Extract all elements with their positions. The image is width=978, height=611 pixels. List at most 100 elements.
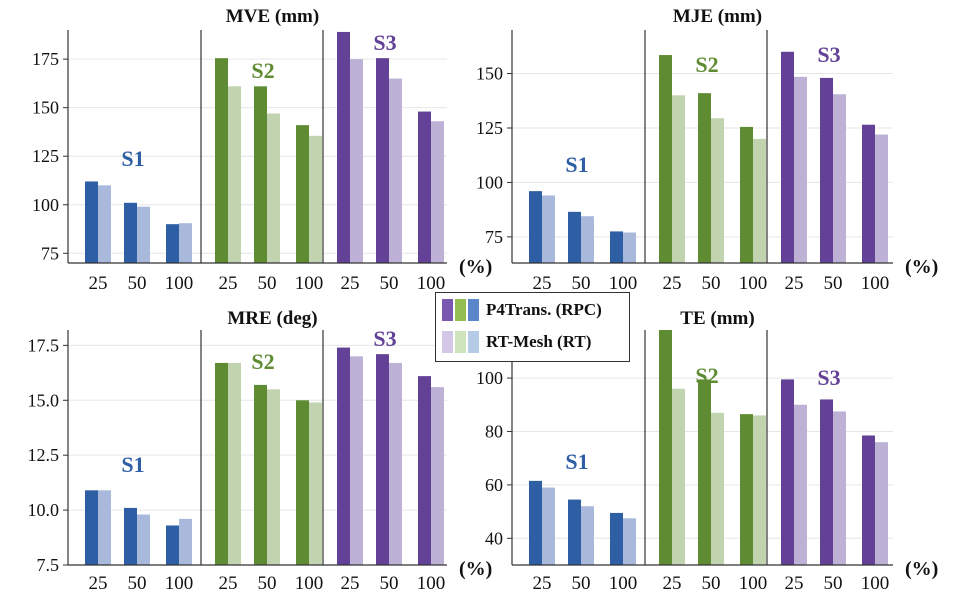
- legend-swatch-rpc-s2: [455, 299, 466, 321]
- bar-s3-25-rpc: [781, 51, 794, 264]
- x-tick-label: 25: [533, 273, 552, 294]
- group-label-s1: S1: [565, 449, 588, 474]
- x-tick-label: 50: [824, 573, 843, 594]
- bar-s3-100-rpc: [418, 111, 431, 263]
- x-tick-label: 25: [219, 273, 238, 294]
- bar-s3-50-rpc: [820, 77, 833, 263]
- group-label-s3: S3: [373, 326, 396, 351]
- x-tick-label: 100: [739, 273, 768, 294]
- y-tick-label: 80: [485, 421, 503, 441]
- legend-box: P4Trans. (RPC) RT-Mesh (RT): [435, 292, 630, 362]
- y-tick-label: 100: [32, 195, 59, 215]
- chart-panel-3: 40 60 80 100 25 50 100 S1 25 50 100 S2 25 50 100 S3 TE (…: [476, 308, 938, 594]
- y-tick-label: 17.5: [28, 335, 60, 355]
- x-tick-label: 100: [417, 573, 446, 594]
- y-tick-label: 175: [32, 49, 59, 69]
- legend-row-rt: RT-Mesh (RT): [442, 331, 591, 353]
- bar-s1-25-rt: [98, 185, 111, 263]
- x-tick-label: 100: [739, 573, 768, 594]
- x-tick-label: 100: [165, 573, 194, 594]
- group-label-s1: S1: [121, 146, 144, 171]
- bar-s1-100-rpc: [610, 512, 623, 565]
- x-tick-label: 100: [861, 573, 890, 594]
- bar-s1-25-rt: [98, 490, 111, 565]
- bar-s1-25-rpc: [85, 181, 98, 263]
- bar-s2-50-rt: [711, 412, 724, 565]
- x-tick-label: 25: [341, 573, 360, 594]
- y-tick-label: 12.5: [28, 445, 60, 465]
- chart-title: MRE (deg): [227, 308, 317, 329]
- x-tick-label: 50: [824, 273, 843, 294]
- bar-s1-100-rpc: [166, 224, 179, 263]
- bar-s2-25-rt: [672, 388, 685, 565]
- bar-s2-50-rpc: [254, 86, 267, 263]
- y-tick-label: 100: [476, 368, 503, 388]
- x-tick-label: 100: [609, 573, 638, 594]
- bar-s2-25-rpc: [215, 362, 228, 565]
- bar-s2-50-rpc: [254, 384, 267, 565]
- bar-s1-100-rt: [623, 232, 636, 263]
- x-tick-label: 50: [128, 573, 147, 594]
- y-tick-label: 15.0: [28, 390, 60, 410]
- bar-s2-100-rt: [753, 415, 766, 565]
- bar-s1-50-rt: [581, 506, 594, 565]
- bar-s3-100-rpc: [862, 435, 875, 565]
- group-label-s3: S3: [817, 365, 840, 390]
- x-tick-label: 50: [572, 273, 591, 294]
- group-label-s3: S3: [373, 30, 396, 55]
- bar-s2-25-rt: [228, 86, 241, 263]
- bar-s3-25-rt: [350, 59, 363, 263]
- bar-s2-25-rpc: [659, 55, 672, 264]
- group-label-s2: S2: [251, 58, 274, 83]
- group-label-s2: S2: [251, 349, 274, 374]
- bar-s1-25-rt: [542, 487, 555, 565]
- y-tick-label: 7.5: [37, 555, 60, 575]
- x-tick-label: 25: [89, 273, 108, 294]
- y-tick-label: 10.0: [28, 500, 60, 520]
- bar-s1-50-rt: [137, 514, 150, 565]
- y-tick-label: 75: [485, 227, 503, 247]
- x-tick-label: 25: [663, 573, 682, 594]
- x-tick-label: 50: [572, 573, 591, 594]
- x-tick-label: 50: [702, 573, 721, 594]
- bar-s1-100-rpc: [166, 525, 179, 565]
- legend-swatch-rpc-s3: [442, 299, 453, 321]
- bar-s2-50-rpc: [698, 93, 711, 263]
- bar-s2-100-rpc: [740, 126, 753, 263]
- bar-s1-25-rpc: [529, 480, 542, 565]
- y-tick-label: 75: [41, 243, 59, 263]
- legend-row-rpc: P4Trans. (RPC): [442, 299, 602, 321]
- bar-s3-50-rt: [389, 78, 402, 264]
- legend-label-rpc: P4Trans. (RPC): [486, 300, 602, 319]
- x-tick-label: 100: [295, 573, 324, 594]
- bar-s2-50-rpc: [698, 379, 711, 565]
- chart-panel-1: 75 100 125 150 25 50 100 S1 25 50 100 S2 25 50 100 S3 MJ…: [476, 6, 938, 294]
- bar-s3-25-rpc: [781, 379, 794, 565]
- x-tick-label: 50: [380, 273, 399, 294]
- chart-title: TE (mm): [680, 308, 754, 329]
- y-tick-label: 125: [476, 118, 503, 138]
- bar-s3-50-rt: [833, 94, 846, 264]
- bar-s2-25-rt: [672, 95, 685, 263]
- bar-s1-50-rt: [581, 216, 594, 263]
- bar-s1-100-rt: [179, 518, 192, 565]
- x-tick-label: 25: [663, 273, 682, 294]
- y-tick-label: 100: [476, 172, 503, 192]
- group-label-s1: S1: [565, 152, 588, 177]
- bar-s3-100-rpc: [862, 124, 875, 263]
- bar-s1-50-rpc: [568, 211, 581, 263]
- x-tick-label: 25: [785, 573, 804, 594]
- bar-s1-50-rpc: [568, 499, 581, 565]
- bar-s3-100-rpc: [418, 376, 431, 565]
- legend-swatch-rt-s3: [442, 331, 453, 353]
- x-tick-label: 25: [533, 573, 552, 594]
- legend-label-rt: RT-Mesh (RT): [486, 332, 592, 351]
- bar-s2-100-rt: [309, 402, 322, 565]
- x-tick-label: 50: [380, 573, 399, 594]
- bar-s3-50-rt: [389, 362, 402, 565]
- x-tick-label: 25: [785, 273, 804, 294]
- x-axis-unit-label: (%): [459, 256, 492, 278]
- bar-s1-25-rpc: [529, 191, 542, 263]
- bar-s1-25-rpc: [85, 490, 98, 565]
